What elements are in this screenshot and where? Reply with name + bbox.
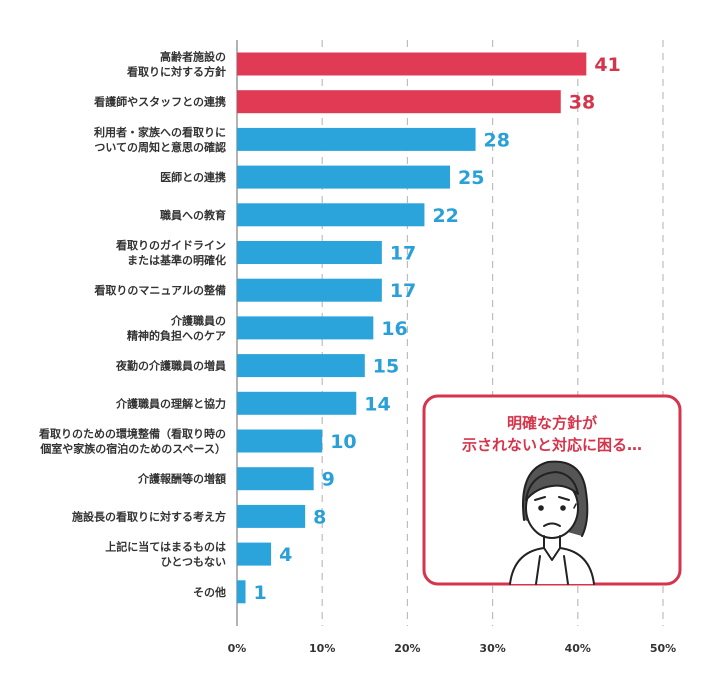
bar (237, 429, 323, 453)
category-label: 看護師やスタッフとの連携 (94, 95, 226, 109)
callout-box: 明確な方針が 示されないと対応に困る… (422, 394, 682, 586)
bar (237, 467, 314, 491)
value-label: 8 (313, 506, 326, 528)
value-label: 17 (390, 280, 416, 302)
bar (237, 52, 587, 76)
category-label: 上記に当てはまるものは (105, 540, 226, 554)
category-label: 看取りのガイドライン (116, 238, 226, 252)
x-tick-label: 20% (394, 642, 420, 655)
value-label: 1 (254, 582, 267, 604)
value-label: 10 (330, 431, 356, 453)
category-label: その他 (193, 585, 226, 599)
callout-line-1: 明確な方針が (507, 414, 598, 432)
bar (237, 504, 306, 528)
category-label: 医師との連携 (160, 170, 226, 184)
value-label: 4 (279, 544, 292, 566)
bar (237, 391, 357, 415)
bars (237, 52, 587, 604)
x-tick-label: 10% (309, 642, 335, 655)
bar (237, 90, 561, 114)
callout-line-2: 示されないと対応に困る… (462, 436, 642, 454)
bar (237, 354, 365, 378)
category-label: 夜勤の介護職員の増員 (115, 359, 226, 373)
category-label: 高齢者施設の (160, 50, 226, 64)
x-tick-label: 30% (479, 642, 505, 655)
bar (237, 278, 382, 302)
value-label: 28 (484, 129, 510, 151)
category-label: 看取りのマニュアルの整備 (94, 283, 226, 297)
bar (237, 542, 272, 566)
category-labels: 高齢者施設の看取りに対する方針看護師やスタッフとの連携利用者・家族への看取りにつ… (39, 50, 226, 599)
value-label: 22 (432, 205, 458, 227)
value-label: 15 (373, 356, 399, 378)
value-label: 14 (364, 393, 390, 415)
category-label: 看取りに対する方針 (127, 65, 226, 79)
value-label: 9 (322, 469, 335, 491)
category-label: 個室や家族の宿泊のためのスペース） (39, 442, 226, 456)
category-label: 職員への教育 (160, 208, 226, 222)
bar (237, 580, 246, 604)
value-label: 41 (594, 54, 620, 76)
worried-person-icon (509, 460, 595, 585)
category-label: ひとつもない (161, 556, 226, 569)
value-label: 38 (569, 92, 595, 114)
x-tick-label: 40% (565, 642, 591, 655)
bar (237, 165, 450, 189)
bar (237, 203, 425, 227)
value-label: 16 (381, 318, 407, 340)
bar (237, 241, 382, 264)
value-label: 17 (390, 243, 416, 265)
category-label: 看取りのための環境整備（看取り時の (39, 427, 226, 441)
category-label: 精神的負担へのケア (127, 328, 226, 342)
bar (237, 316, 374, 340)
category-label: 利用者・家族への看取りに (94, 125, 226, 139)
x-tick-label: 50% (650, 642, 676, 655)
category-label: 介護職員の (170, 313, 226, 327)
category-label: 介護職員の理解と協力 (115, 396, 226, 410)
x-tick-label: 0% (228, 642, 247, 655)
category-label: 施設長の看取りに対する考え方 (72, 509, 226, 523)
category-label: 介護報酬等の増額 (137, 472, 226, 486)
category-label: ついての周知と意思の確認 (94, 140, 226, 154)
bar (237, 127, 476, 151)
category-label: または基準の明確化 (127, 253, 226, 267)
value-label: 25 (458, 167, 484, 189)
x-axis-ticks: 0% 10% 20% 30% 40% 50% (228, 642, 677, 655)
